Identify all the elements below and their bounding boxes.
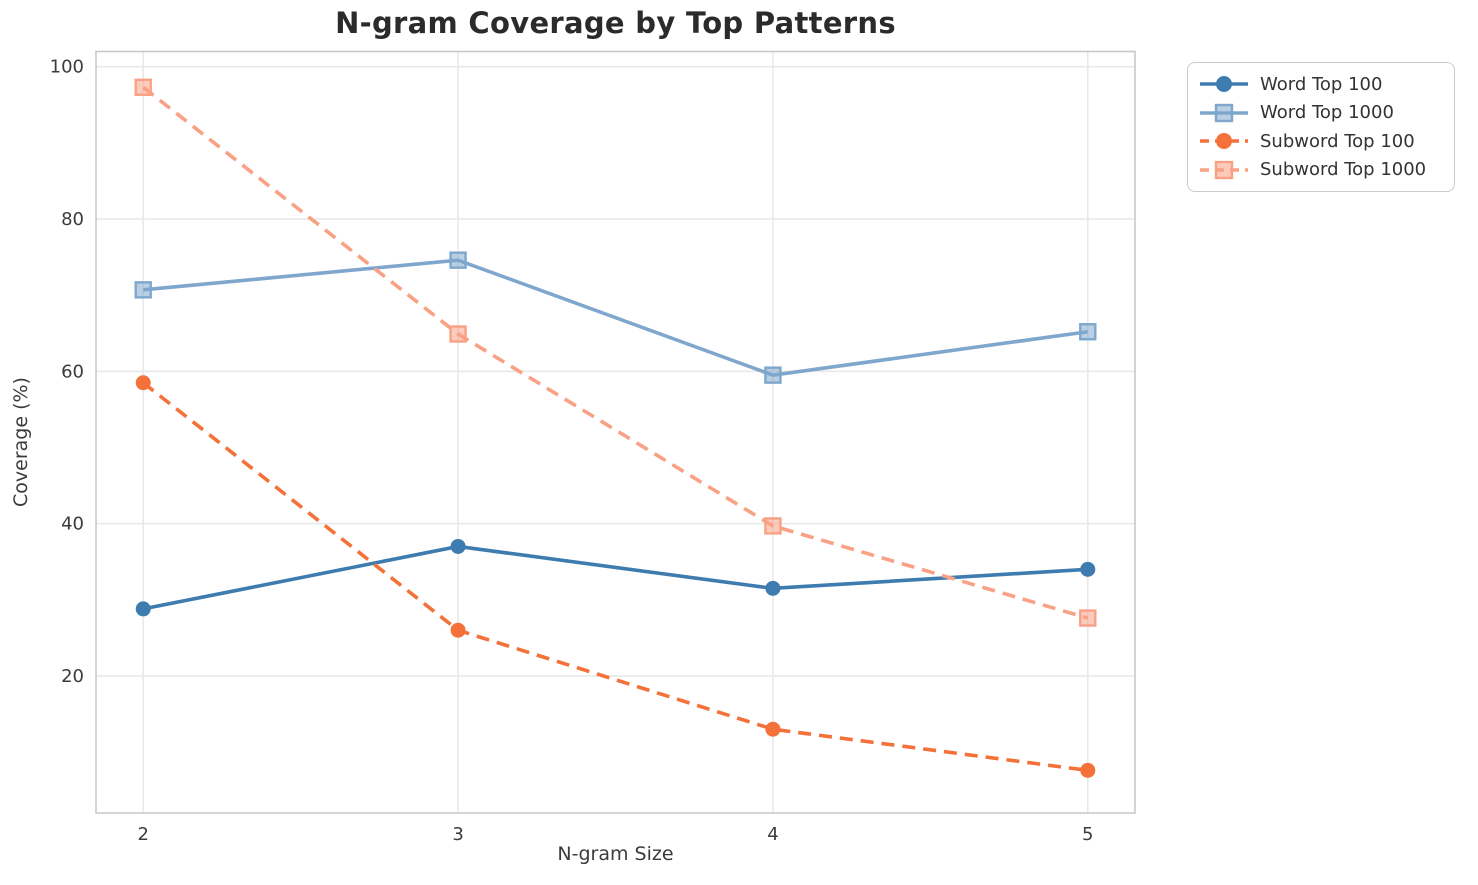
- x-tick-label: 5: [1082, 824, 1093, 845]
- legend-entry-word-top-100: Word Top 100: [1198, 73, 1444, 95]
- marker-word-top-1000: [449, 251, 467, 269]
- y-tick-label: 80: [61, 209, 84, 230]
- legend-square-swatch-icon: [1200, 160, 1248, 179]
- marker-subword-top-100: [135, 375, 151, 391]
- legend-label: Word Top 1000: [1260, 102, 1394, 124]
- legend-circle-swatch-icon: [1200, 76, 1248, 93]
- legend-label: Word Top 100: [1260, 73, 1383, 95]
- marker-subword-top-1000: [449, 325, 467, 343]
- marker-subword-top-1000: [764, 517, 782, 535]
- y-tick-label: 40: [61, 514, 84, 535]
- marker-subword-top-100: [765, 721, 781, 737]
- series-line-subword-top-1000: [142, 85, 1089, 620]
- x-tick-label: 2: [138, 824, 149, 845]
- x-tick-label: 4: [767, 824, 778, 845]
- series-line-word-top-100: [142, 544, 1088, 611]
- legend-entry-subword-top-100: Subword Top 100: [1198, 130, 1444, 152]
- marker-word-top-100: [1080, 561, 1096, 577]
- marker-word-top-1000: [764, 366, 782, 384]
- legend-entry-word-top-1000: Word Top 1000: [1198, 102, 1444, 124]
- marker-subword-top-1000: [134, 78, 152, 96]
- y-tick-label: 100: [50, 57, 84, 78]
- marker-word-top-1000: [1079, 323, 1097, 341]
- x-tick-label: 3: [452, 824, 463, 845]
- legend-marker-icon: [1216, 76, 1232, 93]
- marker-word-top-1000: [134, 281, 152, 299]
- marker-word-top-100: [765, 580, 781, 596]
- series-line-subword-top-100: [142, 381, 1089, 773]
- y-tick-label: 20: [61, 666, 84, 687]
- legend-entry-subword-top-1000: Subword Top 1000: [1198, 159, 1444, 181]
- axes-frame: [95, 50, 1136, 814]
- x-axis-label: N-gram Size: [557, 843, 674, 865]
- marker-subword-top-100: [1080, 762, 1096, 778]
- legend: Word Top 100 Word Top 1000 Subword Top 100…: [1187, 62, 1455, 192]
- series-line-word-top-1000: [143, 258, 1089, 377]
- marker-word-top-100: [450, 538, 466, 554]
- legend-circle-swatch-icon: [1200, 133, 1248, 150]
- legend-marker-icon: [1216, 133, 1232, 150]
- y-tick-label: 60: [61, 361, 84, 382]
- y-axis-label: Coverage (%): [10, 377, 32, 507]
- legend-marker-icon: [1214, 160, 1234, 179]
- marker-subword-top-1000: [1079, 609, 1097, 627]
- legend-square-swatch-icon: [1200, 103, 1248, 122]
- legend-label: Subword Top 100: [1260, 130, 1415, 152]
- marker-word-top-100: [135, 601, 151, 617]
- legend-marker-icon: [1214, 103, 1234, 122]
- marker-subword-top-100: [450, 622, 466, 638]
- chart-title: N-gram Coverage by Top Patterns: [335, 6, 896, 40]
- legend-label: Subword Top 1000: [1260, 159, 1427, 181]
